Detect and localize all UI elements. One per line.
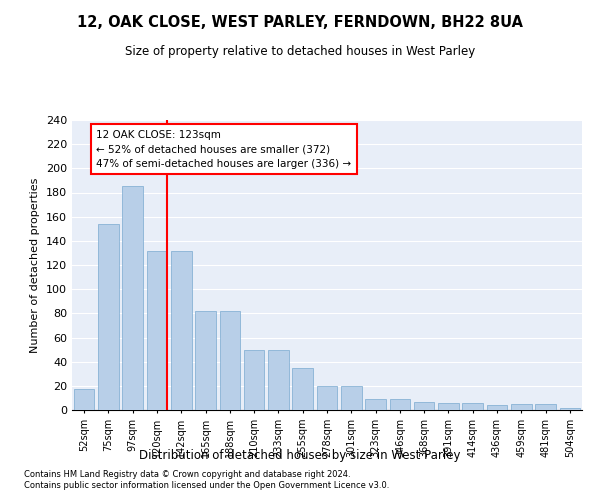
Bar xyxy=(414,402,434,410)
Bar xyxy=(389,399,410,410)
Text: Contains HM Land Registry data © Crown copyright and database right 2024.
Contai: Contains HM Land Registry data © Crown c… xyxy=(24,470,389,490)
Bar xyxy=(292,368,313,410)
Bar xyxy=(98,224,119,410)
Bar xyxy=(535,404,556,410)
Bar xyxy=(511,404,532,410)
Bar xyxy=(463,403,483,410)
Bar xyxy=(341,386,362,410)
Text: Distribution of detached houses by size in West Parley: Distribution of detached houses by size … xyxy=(139,448,461,462)
Y-axis label: Number of detached properties: Number of detached properties xyxy=(31,178,40,352)
Text: 12, OAK CLOSE, WEST PARLEY, FERNDOWN, BH22 8UA: 12, OAK CLOSE, WEST PARLEY, FERNDOWN, BH… xyxy=(77,15,523,30)
Bar xyxy=(560,408,580,410)
Bar xyxy=(365,399,386,410)
Bar xyxy=(146,250,167,410)
Bar xyxy=(74,390,94,410)
Bar xyxy=(220,311,240,410)
Text: 12 OAK CLOSE: 123sqm
← 52% of detached houses are smaller (372)
47% of semi-deta: 12 OAK CLOSE: 123sqm ← 52% of detached h… xyxy=(96,130,352,170)
Bar xyxy=(122,186,143,410)
Bar xyxy=(268,350,289,410)
Bar xyxy=(487,405,508,410)
Bar xyxy=(244,350,265,410)
Text: Size of property relative to detached houses in West Parley: Size of property relative to detached ho… xyxy=(125,45,475,58)
Bar xyxy=(317,386,337,410)
Bar xyxy=(195,311,216,410)
Bar xyxy=(171,250,191,410)
Bar xyxy=(438,403,459,410)
